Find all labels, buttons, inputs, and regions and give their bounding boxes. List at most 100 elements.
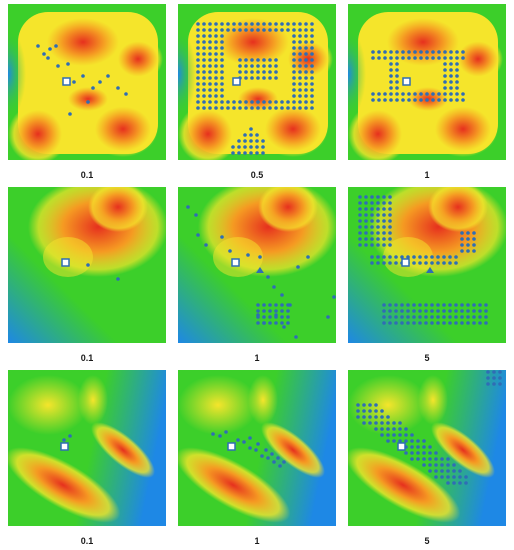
sample-point — [376, 255, 380, 259]
sample-point — [382, 255, 386, 259]
sample-point — [232, 106, 236, 110]
sample-point — [306, 255, 310, 259]
sample-point — [412, 309, 416, 313]
start-marker — [61, 258, 70, 267]
sample-point — [466, 231, 470, 235]
sample-points — [186, 205, 336, 339]
sample-point — [250, 106, 254, 110]
sample-point — [455, 68, 459, 72]
sample-point — [449, 74, 453, 78]
sample-points — [356, 370, 502, 485]
sample-point — [448, 321, 452, 325]
sample-points — [62, 434, 72, 442]
sample-point — [292, 58, 296, 62]
sample-point — [249, 145, 253, 149]
sample-point — [388, 231, 392, 235]
sample-point — [380, 427, 384, 431]
sample-point — [196, 82, 200, 86]
sample-point — [202, 40, 206, 44]
sample-point — [364, 231, 368, 235]
sample-point — [304, 82, 308, 86]
sample-point — [466, 303, 470, 307]
sample-point — [446, 457, 450, 461]
sample-point — [196, 233, 200, 237]
sample-point — [202, 28, 206, 32]
sample-point — [472, 309, 476, 313]
sample-point — [204, 243, 208, 247]
sample-point — [371, 92, 375, 96]
sample-point — [202, 58, 206, 62]
sample-point — [36, 44, 40, 48]
sample-point — [202, 82, 206, 86]
sample-point — [286, 100, 290, 104]
sample-point — [214, 76, 218, 80]
sample-point — [243, 133, 247, 137]
sample-point — [410, 451, 414, 455]
sample-point — [214, 64, 218, 68]
sample-point — [310, 106, 314, 110]
sample-point — [440, 457, 444, 461]
sample-point — [395, 86, 399, 90]
sample-point — [292, 76, 296, 80]
sample-point — [386, 427, 390, 431]
sample-point — [208, 94, 212, 98]
sample-point — [436, 309, 440, 313]
sample-point — [237, 139, 241, 143]
sample-point — [431, 50, 435, 54]
sample-point — [220, 34, 224, 38]
sample-point — [428, 463, 432, 467]
sample-point — [208, 76, 212, 80]
sample-point — [224, 430, 228, 434]
sample-point — [310, 28, 314, 32]
sample-point — [274, 22, 278, 26]
sample-point — [442, 261, 446, 265]
sample-point — [310, 70, 314, 74]
sample-point — [196, 22, 200, 26]
sample-point — [406, 303, 410, 307]
sample-point — [416, 451, 420, 455]
sample-point — [294, 335, 298, 339]
sample-point — [392, 421, 396, 425]
sample-point — [466, 243, 470, 247]
sample-point — [443, 92, 447, 96]
sample-point — [386, 439, 390, 443]
sample-point — [228, 249, 232, 253]
sample-point — [382, 231, 386, 235]
sample-point — [443, 98, 447, 102]
sample-point — [298, 46, 302, 50]
sample-point — [274, 309, 278, 313]
sample-point — [310, 94, 314, 98]
sample-point — [436, 261, 440, 265]
sample-point — [448, 309, 452, 313]
sample-point — [461, 98, 465, 102]
sample-point — [460, 243, 464, 247]
sample-point — [449, 92, 453, 96]
sample-point — [214, 22, 218, 26]
sample-point — [272, 285, 276, 289]
sample-point — [395, 62, 399, 66]
sample-point — [443, 86, 447, 90]
sample-point — [202, 52, 206, 56]
sample-point — [443, 56, 447, 60]
start-marker — [227, 442, 236, 451]
sample-point — [413, 98, 417, 102]
sample-point — [196, 34, 200, 38]
sample-point — [437, 98, 441, 102]
sample-point — [310, 82, 314, 86]
sample-point — [407, 56, 411, 60]
sample-point — [430, 255, 434, 259]
sample-point — [214, 88, 218, 92]
sample-point — [124, 92, 128, 96]
sample-point — [292, 40, 296, 44]
sample-point — [326, 315, 330, 319]
sample-point — [304, 64, 308, 68]
sample-point — [208, 100, 212, 104]
sample-point — [272, 460, 276, 464]
sample-point — [298, 100, 302, 104]
sample-point — [388, 201, 392, 205]
sample-point — [434, 475, 438, 479]
sample-point — [256, 106, 260, 110]
sample-point — [268, 106, 272, 110]
sample-point — [383, 98, 387, 102]
sample-point — [202, 46, 206, 50]
